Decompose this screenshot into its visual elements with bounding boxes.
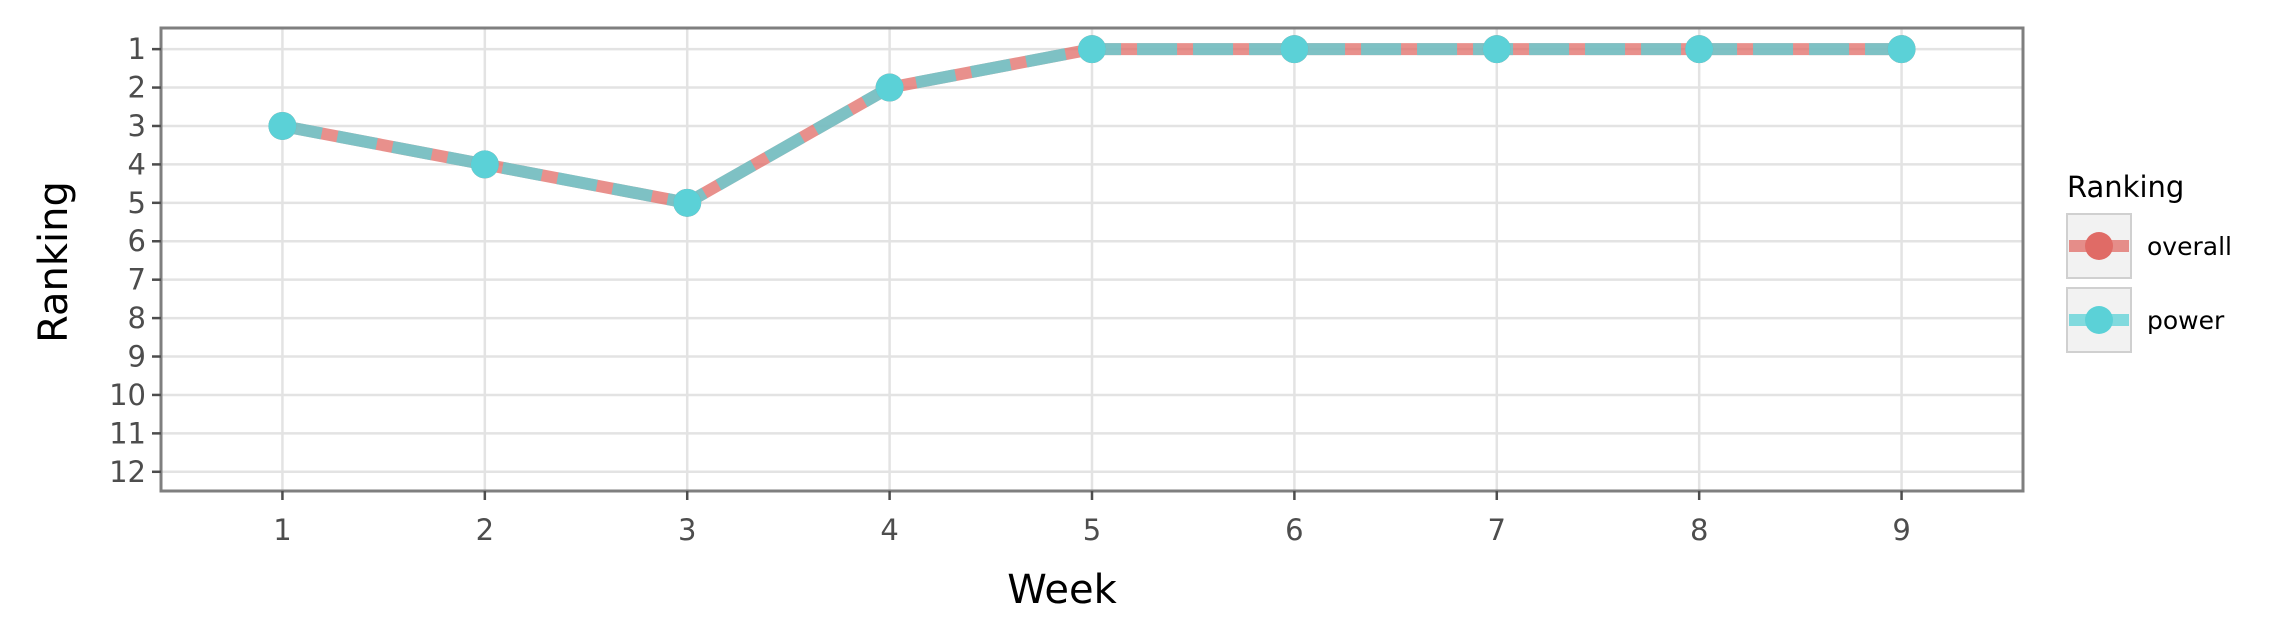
- legend-title: Ranking: [2067, 170, 2184, 204]
- y-tick-label: 12: [109, 455, 146, 489]
- data-point-power: [1887, 35, 1916, 64]
- x-tick-label: 3: [678, 513, 696, 547]
- y-tick-label: 11: [109, 416, 146, 450]
- x-tick-label: 2: [476, 513, 494, 547]
- legend-marker-power: [2085, 306, 2113, 334]
- y-tick-label: 9: [128, 340, 146, 374]
- data-point-power: [1482, 35, 1511, 64]
- x-tick-label: 1: [273, 513, 291, 547]
- legend-label-overall: overall: [2147, 232, 2232, 261]
- x-tick-label: 8: [1690, 513, 1708, 547]
- y-tick-label: 10: [109, 378, 146, 412]
- data-point-power: [1078, 35, 1106, 64]
- data-points: [268, 35, 1916, 217]
- legend-marker-overall: [2085, 232, 2113, 260]
- legend-label-power: power: [2147, 306, 2225, 335]
- y-tick-label: 8: [128, 301, 146, 335]
- y-tick-label: 3: [128, 109, 146, 143]
- x-tick-label: 7: [1488, 513, 1506, 547]
- x-tick-label: 6: [1285, 513, 1303, 547]
- x-tick-label: 5: [1083, 513, 1101, 547]
- y-tick-label: 7: [128, 263, 146, 297]
- data-point-power: [1280, 35, 1309, 64]
- y-tick-label: 4: [128, 147, 146, 181]
- data-point-power: [268, 111, 297, 140]
- y-tick-label: 5: [128, 186, 146, 220]
- y-tick-label: 1: [128, 32, 146, 66]
- data-point-power: [875, 73, 904, 102]
- x-tick-label: 9: [1892, 513, 1910, 547]
- data-point-power: [1685, 35, 1714, 64]
- y-tick-label: 2: [128, 71, 146, 105]
- y-tick-label: 6: [128, 224, 146, 258]
- x-tick-label: 4: [880, 513, 898, 547]
- x-axis-title: Week: [1007, 567, 1117, 613]
- data-point-power: [673, 188, 702, 217]
- y-axis-title: Ranking: [31, 181, 77, 343]
- legend: Ranking overall power: [2066, 170, 2232, 353]
- data-point-power: [470, 150, 499, 179]
